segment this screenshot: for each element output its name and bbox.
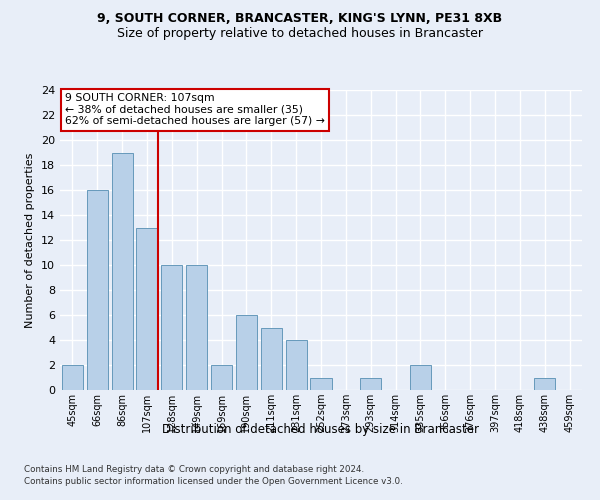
Bar — [87, 190, 108, 390]
Bar — [534, 378, 555, 390]
Bar — [112, 152, 133, 390]
Text: 9 SOUTH CORNER: 107sqm
← 38% of detached houses are smaller (35)
62% of semi-det: 9 SOUTH CORNER: 107sqm ← 38% of detached… — [65, 93, 325, 126]
Text: Contains HM Land Registry data © Crown copyright and database right 2024.: Contains HM Land Registry data © Crown c… — [24, 465, 364, 474]
Text: Size of property relative to detached houses in Brancaster: Size of property relative to detached ho… — [117, 28, 483, 40]
Bar — [136, 228, 158, 390]
Bar — [211, 365, 232, 390]
Text: 9, SOUTH CORNER, BRANCASTER, KING'S LYNN, PE31 8XB: 9, SOUTH CORNER, BRANCASTER, KING'S LYNN… — [97, 12, 503, 26]
Bar — [261, 328, 282, 390]
Bar — [410, 365, 431, 390]
Text: Contains public sector information licensed under the Open Government Licence v3: Contains public sector information licen… — [24, 478, 403, 486]
Bar — [62, 365, 83, 390]
Bar — [310, 378, 332, 390]
Bar — [286, 340, 307, 390]
Y-axis label: Number of detached properties: Number of detached properties — [25, 152, 35, 328]
Bar — [186, 265, 207, 390]
Bar — [161, 265, 182, 390]
Text: Distribution of detached houses by size in Brancaster: Distribution of detached houses by size … — [163, 422, 479, 436]
Bar — [360, 378, 381, 390]
Bar — [236, 315, 257, 390]
